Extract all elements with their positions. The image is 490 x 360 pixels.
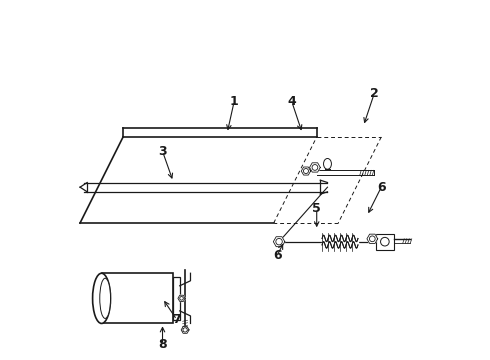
Polygon shape: [181, 327, 189, 333]
Circle shape: [312, 165, 318, 170]
Ellipse shape: [93, 273, 111, 323]
Polygon shape: [367, 234, 378, 243]
Polygon shape: [80, 137, 381, 223]
Text: 4: 4: [287, 95, 296, 108]
Polygon shape: [310, 163, 320, 172]
Ellipse shape: [323, 158, 331, 169]
Circle shape: [381, 237, 389, 246]
Polygon shape: [178, 295, 185, 301]
Text: 7: 7: [172, 313, 181, 327]
Circle shape: [183, 328, 187, 332]
Bar: [376, 234, 394, 249]
Text: 5: 5: [312, 202, 321, 215]
Circle shape: [369, 236, 375, 242]
Circle shape: [276, 238, 282, 245]
Text: 8: 8: [158, 338, 167, 351]
Ellipse shape: [100, 278, 111, 319]
Circle shape: [303, 168, 309, 174]
Text: 6: 6: [377, 181, 386, 194]
Text: 2: 2: [370, 87, 378, 100]
Text: 3: 3: [158, 145, 167, 158]
Text: 6: 6: [273, 249, 282, 262]
Circle shape: [180, 297, 183, 300]
Bar: [173, 277, 180, 320]
Polygon shape: [273, 237, 285, 247]
Polygon shape: [301, 167, 311, 175]
Bar: [101, 273, 173, 323]
Text: 1: 1: [230, 95, 239, 108]
